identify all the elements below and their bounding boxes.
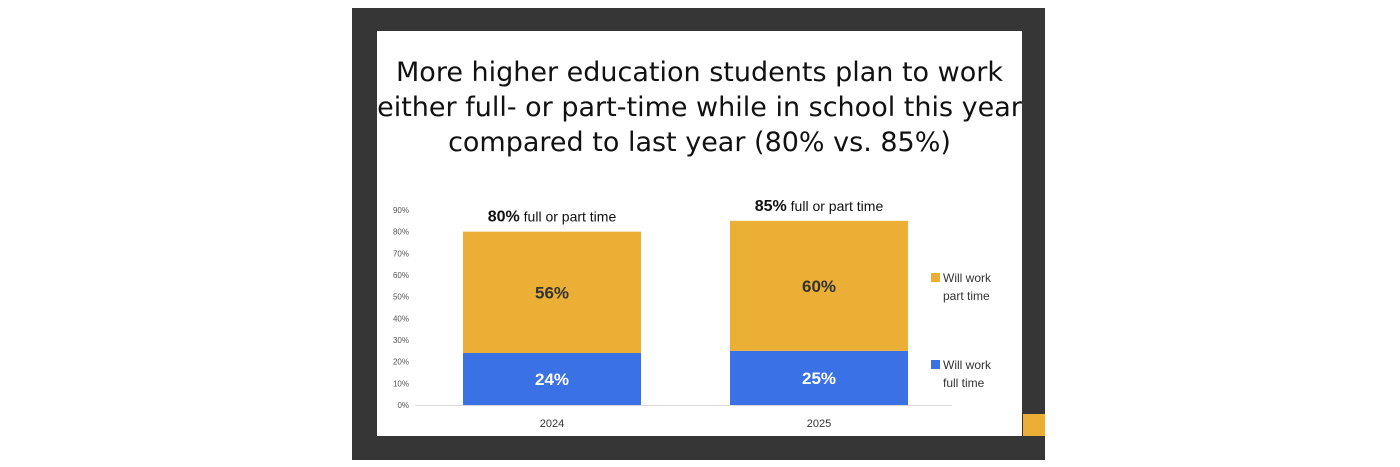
- legend-label-part-time: Will work: [943, 271, 992, 285]
- y-tick-label: 10%: [393, 379, 409, 388]
- data-label-full-time: 25%: [802, 369, 836, 388]
- frame-accent: [1023, 414, 1045, 436]
- y-tick-label: 30%: [393, 336, 409, 345]
- bar-total-label: 85% full or part time: [755, 198, 884, 215]
- bar-segment-part-time: [463, 231, 641, 353]
- data-label-part-time: 56%: [535, 283, 569, 302]
- x-tick-label: 2024: [540, 418, 564, 430]
- y-tick-label: 80%: [393, 228, 409, 237]
- bar-segment-part-time: [730, 220, 908, 351]
- stacked-bar-chart: 0% 10% 20% 30% 40% 50% 60% 70% 80% 90% 24% 56% 80% f…: [393, 198, 992, 430]
- legend-label-full-time: full time: [943, 376, 985, 390]
- data-label-part-time: 60%: [802, 277, 836, 296]
- y-tick-label: 0%: [397, 401, 409, 410]
- chart-card: More higher education students plan to w…: [377, 31, 1022, 436]
- bar-total-label: 80% full or part time: [488, 209, 617, 226]
- total-value: 80%: [488, 209, 520, 226]
- bar-segment-full-time: [463, 353, 641, 405]
- data-label-full-time: 24%: [535, 370, 569, 389]
- y-tick-label: 20%: [393, 358, 409, 367]
- legend-label-part-time: part time: [943, 289, 990, 303]
- y-tick-label: 50%: [393, 293, 409, 302]
- legend-label-full-time: Will work: [943, 358, 992, 372]
- y-tick-label: 40%: [393, 314, 409, 323]
- y-tick-label: 60%: [393, 271, 409, 280]
- legend-swatch-part-time: [931, 273, 940, 282]
- total-text: full or part time: [520, 209, 617, 225]
- y-tick-label: 90%: [393, 206, 409, 215]
- y-tick-label: 70%: [393, 249, 409, 258]
- legend-swatch-full-time: [931, 360, 940, 369]
- total-text: full or part time: [787, 198, 884, 214]
- total-value: 85%: [755, 198, 787, 215]
- x-tick-label: 2025: [807, 418, 831, 430]
- bar-segment-full-time: [730, 350, 908, 405]
- chart-title: More higher education students plan to w…: [377, 57, 1022, 158]
